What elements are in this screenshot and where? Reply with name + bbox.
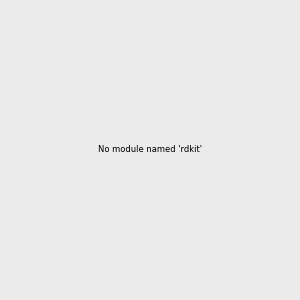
Text: No module named 'rdkit': No module named 'rdkit' (98, 146, 202, 154)
